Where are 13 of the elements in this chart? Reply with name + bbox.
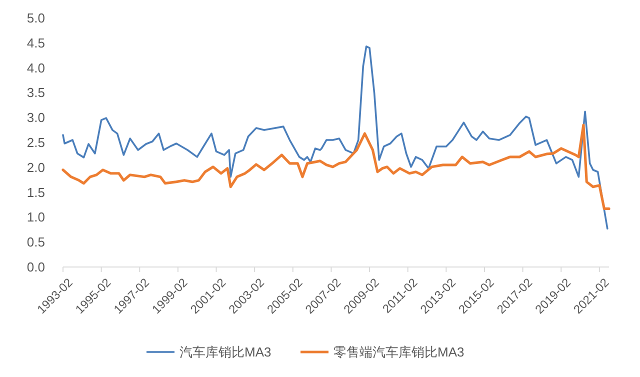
y-tick-label: 4.0 — [26, 60, 45, 76]
y-tick-label: 5.0 — [26, 10, 45, 26]
y-tick-label: 0.0 — [26, 260, 45, 274]
y-tick-label: 2.0 — [26, 160, 45, 175]
y-tick-label: 3.0 — [26, 110, 45, 126]
y-tick-label: 1.0 — [26, 210, 45, 225]
y-tick-label: 4.5 — [26, 35, 45, 50]
y-tick-label: 3.5 — [26, 85, 45, 100]
legend-label: 汽车库销比MA3 — [180, 344, 272, 360]
y-tick-label: 1.5 — [26, 184, 45, 200]
y-tick-label: 0.5 — [26, 234, 45, 250]
legend-label: 零售端汽车库销比MA3 — [334, 344, 464, 360]
y-tick-label: 2.5 — [26, 135, 45, 150]
